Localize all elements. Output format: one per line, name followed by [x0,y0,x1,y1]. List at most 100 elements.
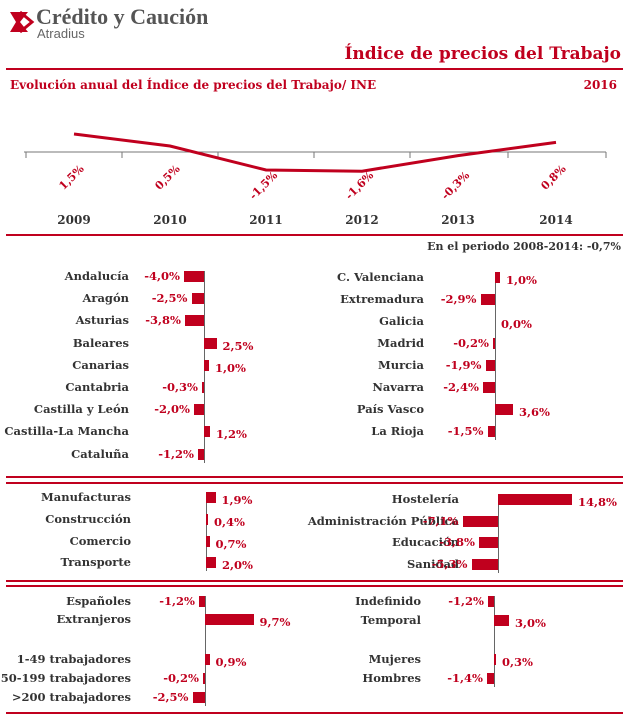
section-divider-1 [6,234,623,236]
bar-axis [494,596,495,687]
series-line [73,132,557,173]
bar [487,426,495,437]
section-divider-2 [6,476,623,478]
value-label: -1,2% [159,594,195,608]
category-label: >200 trabajadores [11,690,131,704]
category-label: Educación [391,535,459,549]
category-label: Madrid [377,336,424,350]
section-divider-2b [6,482,623,484]
section-divider-3b [6,585,623,587]
bar-axis [495,272,496,440]
bar [480,294,495,305]
bar [488,596,494,607]
category-label: Hombres [362,671,421,685]
data-label: 0,8% [538,162,569,193]
value-label: -1,2% [448,594,484,608]
data-label: 0,5% [152,162,183,193]
bottom-divider [6,712,623,714]
value-label: -7,1% [422,513,459,528]
bar-axis [498,494,499,573]
value-label: -5,3% [431,556,468,571]
bar [206,535,210,547]
category-label: Navarra [372,380,424,394]
value-label: 9,7% [259,615,291,629]
bar [479,537,498,548]
data-label: -0,3% [439,168,473,202]
category-label: Asturias [75,313,129,328]
category-label: Extremadura [340,292,424,306]
category-label: Temporal [360,613,421,627]
bar [205,654,210,665]
bar [498,494,572,505]
category-label: Baleares [72,335,129,350]
bar [202,382,204,393]
bar [205,614,254,625]
bar [194,404,204,416]
value-label: -2,5% [152,690,189,704]
title-divider [6,68,623,70]
category-label: La Rioja [371,424,424,438]
bar [204,337,217,349]
value-label: -0,2% [453,336,489,350]
value-label: 1,9% [221,493,253,507]
category-label: Murcia [378,358,424,372]
x-tick-label: 2010 [153,213,186,227]
category-label: Sanidad [406,556,459,571]
value-label: 1,0% [215,360,246,375]
data-label: -1,5% [247,168,281,202]
bar [494,615,509,626]
value-label: 2,5% [222,338,254,353]
value-label: 0,7% [215,536,247,551]
bar [198,448,204,460]
category-label: Indefinido [355,594,421,608]
value-label: -4,0% [144,269,180,283]
bar [471,558,498,570]
value-label: 3,0% [515,616,546,630]
bar [206,492,216,503]
bar [185,315,204,327]
bar-axis [205,596,206,706]
value-label: 0,3% [502,655,533,669]
section-divider-3 [6,580,623,582]
bar [192,692,205,703]
category-label: Cataluña [71,446,129,461]
category-label: Castilla y León [33,402,129,417]
category-label: Cantabria [65,380,129,394]
category-label: Españoles [66,594,131,608]
category-label: Andalucía [64,269,129,283]
value-label: -1,2% [158,446,194,461]
annual-line-chart: 1,5% 2009 0,5% 2010 -1,5% 2011 -1,6% 2012 -0,3% 2… [24,132,607,227]
value-label: -3,8% [439,535,475,549]
bar [495,272,500,283]
category-label: Galicia [379,314,424,328]
category-label: Transporte [60,555,131,570]
category-label: Castilla-La Mancha [4,424,129,439]
value-label: -1,4% [447,671,483,685]
bar-axis [206,492,207,572]
bar [206,557,216,569]
value-label: 0,9% [215,655,247,669]
value-label: 0,4% [214,514,245,529]
value-label: 1,2% [216,427,247,442]
category-label: Canarias [72,357,129,372]
bar [206,513,208,525]
bar [184,271,204,282]
year-label: 2016 [583,78,617,92]
value-label: 0,0% [501,317,532,331]
value-label: 1,0% [506,273,537,287]
value-label: -2,9% [440,292,477,306]
category-label: 50-199 trabajadores [0,671,131,685]
category-label: Aragón [82,291,129,306]
data-label: 1,5% [56,162,87,193]
category-label: Administración Pública [307,513,459,528]
value-label: 3,6% [519,405,550,419]
x-tick-label: 2009 [57,213,90,227]
x-tick-label: 2013 [441,213,474,227]
value-label: -2,5% [151,291,188,306]
category-label: Extranjeros [56,612,132,626]
value-label: -0,3% [162,380,198,394]
value-label: -2,0% [154,402,190,417]
period-note: En el periodo 2008-2014: -0,7% [427,240,621,253]
category-label: Mujeres [368,652,421,666]
bar [487,673,494,684]
